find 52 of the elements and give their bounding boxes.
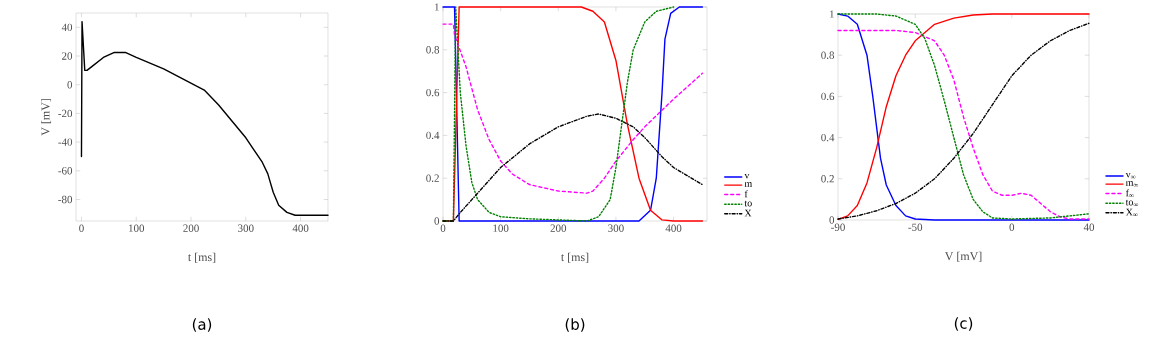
x-tick-label: 400 bbox=[665, 224, 682, 232]
y-tick-label: -40 bbox=[58, 138, 73, 146]
y-tick-label: -60 bbox=[58, 167, 73, 175]
y-tick-label: 0.2 bbox=[426, 174, 439, 182]
legend-label: f$_{∞}$ bbox=[1125, 189, 1134, 198]
x-tick-label: 40 bbox=[1083, 223, 1095, 231]
y-tick-label: -20 bbox=[58, 109, 73, 118]
text: (a) bbox=[192, 318, 212, 332]
x-tick-label: 0 bbox=[1009, 223, 1015, 231]
x-axis-title: V [mV] bbox=[944, 251, 982, 262]
y-tick-label: 0 bbox=[829, 216, 835, 224]
y-tick-label: 0.8 bbox=[426, 46, 440, 54]
y-tick-label: 40 bbox=[61, 23, 73, 32]
x-tick-label: 200 bbox=[183, 224, 199, 232]
legend-label: to$_{∞}$ bbox=[1125, 199, 1139, 207]
y-tick-label: -80 bbox=[58, 195, 73, 204]
x-tick-label: 300 bbox=[238, 224, 254, 232]
text: (b) bbox=[565, 318, 585, 332]
y-tick-label: 0.6 bbox=[426, 88, 440, 97]
x-axis-title: t [ms] bbox=[188, 252, 216, 263]
y-tick-label: 0.4 bbox=[821, 133, 835, 142]
y-tick-label: 0.8 bbox=[821, 51, 835, 59]
legend-label: f bbox=[744, 190, 748, 198]
legend-label: to bbox=[744, 200, 752, 207]
x-tick-label: -50 bbox=[908, 223, 923, 231]
x-tick-label: 100 bbox=[129, 224, 145, 232]
y-axis-title: V [mV] bbox=[41, 99, 52, 136]
x-tick-label: -90 bbox=[831, 223, 845, 231]
x-tick-label: 400 bbox=[292, 224, 309, 232]
text: (c) bbox=[954, 317, 973, 331]
y-tick-label: 0 bbox=[434, 217, 440, 225]
y-tick-label: 1 bbox=[829, 10, 834, 18]
y-tick-label: 0 bbox=[67, 81, 73, 89]
x-tick-label: 100 bbox=[493, 224, 509, 232]
y-tick-label: 0.4 bbox=[426, 131, 440, 140]
legend-label: X$_{∞}$ bbox=[1125, 208, 1138, 217]
x-axis-title: t [ms] bbox=[561, 252, 589, 263]
x-tick-label: 200 bbox=[550, 224, 567, 232]
x-tick-label: 300 bbox=[608, 224, 624, 232]
line-series bbox=[442, 113, 704, 222]
x-tick-label: 0 bbox=[440, 224, 446, 232]
legend-label: v$_{∞}$ bbox=[1125, 172, 1136, 179]
legend-label: m$_{∞}$ bbox=[1125, 181, 1139, 187]
legend-label: v bbox=[744, 173, 750, 179]
legend-label: X bbox=[744, 209, 752, 217]
legend-label: m bbox=[744, 182, 753, 187]
line-series bbox=[442, 23, 704, 194]
y-tick-label: 0.2 bbox=[821, 175, 834, 183]
y-tick-label: 0.6 bbox=[821, 92, 835, 101]
y-tick-label: 20 bbox=[62, 52, 73, 60]
y-tick-label: 1 bbox=[434, 3, 439, 11]
x-tick-label: 0 bbox=[79, 224, 84, 232]
